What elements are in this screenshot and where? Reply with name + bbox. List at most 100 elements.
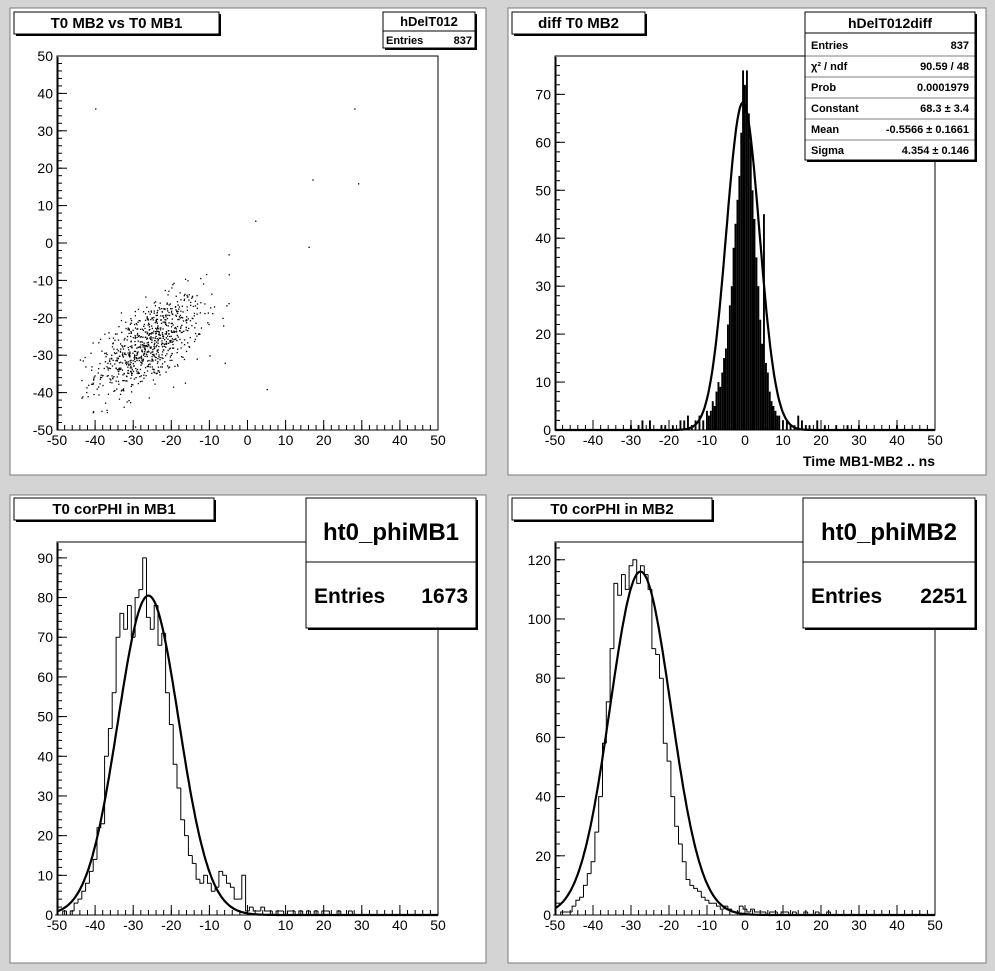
scatter-point	[112, 378, 114, 380]
histogram-bar	[730, 286, 733, 430]
scatter-point	[119, 369, 121, 371]
scatter-point	[109, 378, 111, 380]
scatter-point	[157, 326, 159, 329]
scatter-point	[171, 338, 174, 340]
x-tick-label: -30	[123, 917, 143, 933]
y-tick-label: 50	[37, 709, 53, 725]
histogram-bin	[754, 909, 759, 913]
scatter-point	[106, 366, 108, 368]
scatter-point	[121, 362, 124, 364]
scatter-point	[183, 358, 186, 361]
scatter-point	[168, 290, 170, 292]
histogram-bar	[759, 319, 762, 430]
scatter-point	[171, 318, 173, 320]
scatter-point	[135, 367, 137, 370]
scatter-point	[127, 366, 129, 368]
scatter-point	[164, 308, 166, 310]
stats-key: Prob	[811, 82, 836, 94]
y-tick-label: 50	[535, 182, 551, 198]
scatter-point	[152, 379, 155, 381]
x-tick-label: -30	[123, 432, 143, 448]
y-tick-label: 20	[37, 160, 53, 176]
y-tick-label: 40	[37, 85, 53, 101]
scatter-point	[159, 359, 161, 361]
scatter-point	[117, 339, 120, 341]
stats-key: Entries	[811, 40, 848, 52]
histogram-bar	[698, 415, 701, 430]
histogram-bin	[241, 874, 246, 900]
scatter-point	[140, 361, 142, 363]
scatter-point	[142, 336, 144, 338]
histogram-bar	[717, 382, 720, 430]
scatter-point	[124, 352, 126, 354]
scatter-point	[191, 296, 194, 298]
scatter-point	[165, 341, 167, 343]
scatter-point	[122, 352, 124, 354]
title-box	[13, 497, 215, 521]
histogram-bin	[750, 908, 755, 912]
scatter-point	[180, 299, 182, 301]
scatter-point	[174, 326, 177, 329]
scatter-point	[266, 388, 268, 391]
scatter-point	[165, 333, 167, 335]
histogram-bin	[575, 899, 580, 907]
scatter-point	[128, 354, 131, 356]
scatter-point	[173, 331, 175, 333]
scatter-point	[169, 314, 171, 317]
scatter-point	[155, 373, 157, 375]
scatter-point	[147, 350, 150, 352]
histogram-bin	[275, 910, 280, 915]
scatter-point	[99, 362, 101, 365]
scatter-point	[131, 367, 133, 369]
scatter-point	[151, 339, 153, 341]
scatter-point	[127, 369, 129, 372]
scatter-point	[162, 342, 164, 344]
scatter-point	[138, 320, 140, 322]
scatter-point	[208, 323, 210, 326]
scatter-point	[157, 339, 160, 341]
scatter-point	[164, 321, 167, 323]
scatter-point	[165, 314, 167, 316]
scatter-point	[104, 333, 106, 335]
scatter-point	[103, 367, 105, 370]
scatter-point	[176, 334, 178, 337]
scatter-point	[148, 334, 150, 336]
scatter-point	[151, 353, 154, 356]
histogram-bin	[142, 557, 147, 590]
histogram-bar	[723, 358, 725, 430]
scatter-point	[92, 411, 95, 413]
y-tick-label: 40	[535, 230, 551, 246]
scatter-point	[98, 394, 100, 396]
histogram-bin	[336, 910, 341, 915]
scatter-point	[180, 331, 183, 334]
scatter-point	[135, 357, 138, 359]
scatter-point	[163, 345, 165, 347]
histogram-bin	[176, 764, 181, 789]
scatter-point	[140, 375, 142, 377]
histogram-bar	[770, 401, 773, 430]
scatter-point	[136, 328, 138, 330]
scatter-point	[155, 320, 157, 322]
scatter-point	[166, 303, 168, 305]
stats-name: hDelT012	[400, 14, 458, 29]
scatter-point	[130, 359, 132, 361]
scatter-point	[150, 337, 152, 339]
scatter-point	[212, 313, 214, 315]
scatter-point	[158, 331, 160, 333]
scatter-point	[144, 331, 146, 333]
scatter-point	[140, 344, 142, 346]
histogram-bar	[761, 343, 763, 430]
scatter-point	[120, 343, 122, 345]
scatter-point	[184, 278, 187, 280]
scatter-point	[130, 377, 132, 379]
histogram-bin	[640, 565, 645, 584]
scatter-point	[180, 356, 183, 358]
scatter-point	[136, 352, 138, 354]
scatter-point	[116, 388, 118, 390]
scatter-point	[188, 346, 190, 348]
scatter-point	[147, 343, 149, 346]
scatter-point	[142, 329, 144, 331]
scatter-point	[146, 306, 148, 308]
scatter-point	[150, 347, 152, 349]
scatter-point	[138, 335, 140, 338]
